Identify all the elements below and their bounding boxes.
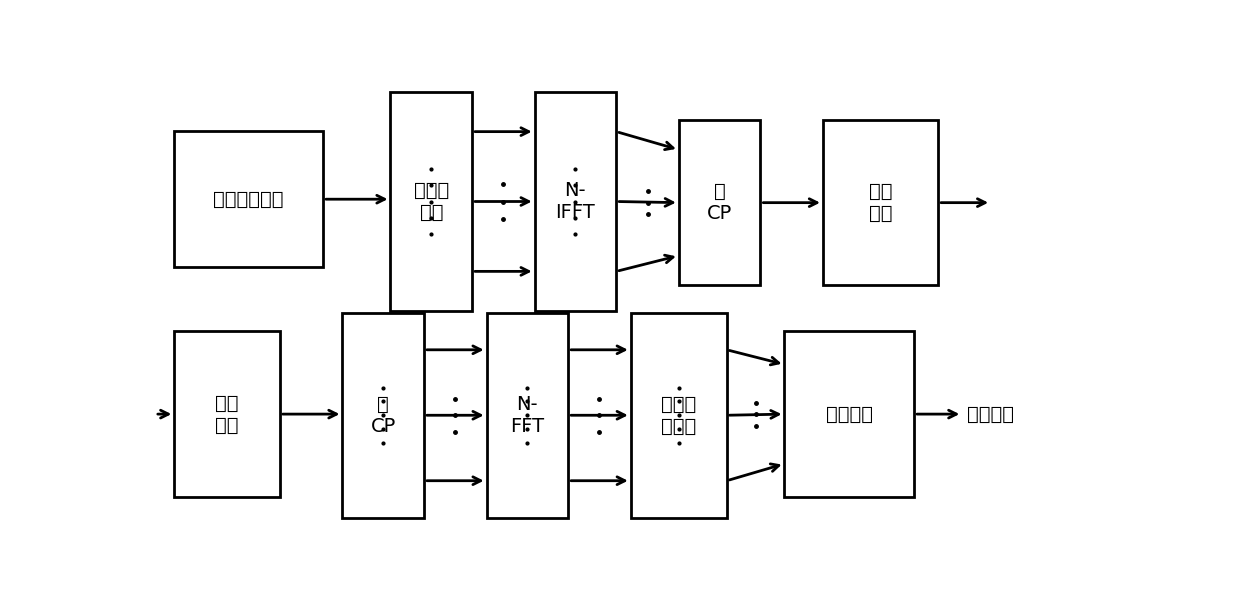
Bar [174, 131, 324, 267]
Text: 子载波
解映射: 子载波 解映射 [661, 395, 697, 436]
Bar [823, 120, 939, 285]
Bar [174, 331, 280, 497]
Bar [486, 313, 568, 518]
Text: 加
CP: 加 CP [707, 182, 732, 223]
Bar [678, 120, 760, 285]
Bar [391, 93, 472, 310]
Text: N-
IFFT: N- IFFT [556, 181, 595, 222]
Text: 导频序列生成: 导频序列生成 [213, 190, 284, 209]
Bar [785, 331, 914, 497]
Bar [342, 313, 424, 518]
Text: 发射
单元: 发射 单元 [869, 182, 893, 223]
Text: 子载波
映射: 子载波 映射 [414, 181, 449, 222]
Text: N-
FFT: N- FFT [511, 395, 544, 436]
Text: 去
CP: 去 CP [371, 395, 396, 436]
Bar [534, 93, 616, 310]
Text: 信道响应: 信道响应 [967, 405, 1014, 424]
Text: 接收
单元: 接收 单元 [216, 393, 239, 435]
Text: 信道估计: 信道估计 [826, 405, 873, 424]
Bar [631, 313, 727, 518]
